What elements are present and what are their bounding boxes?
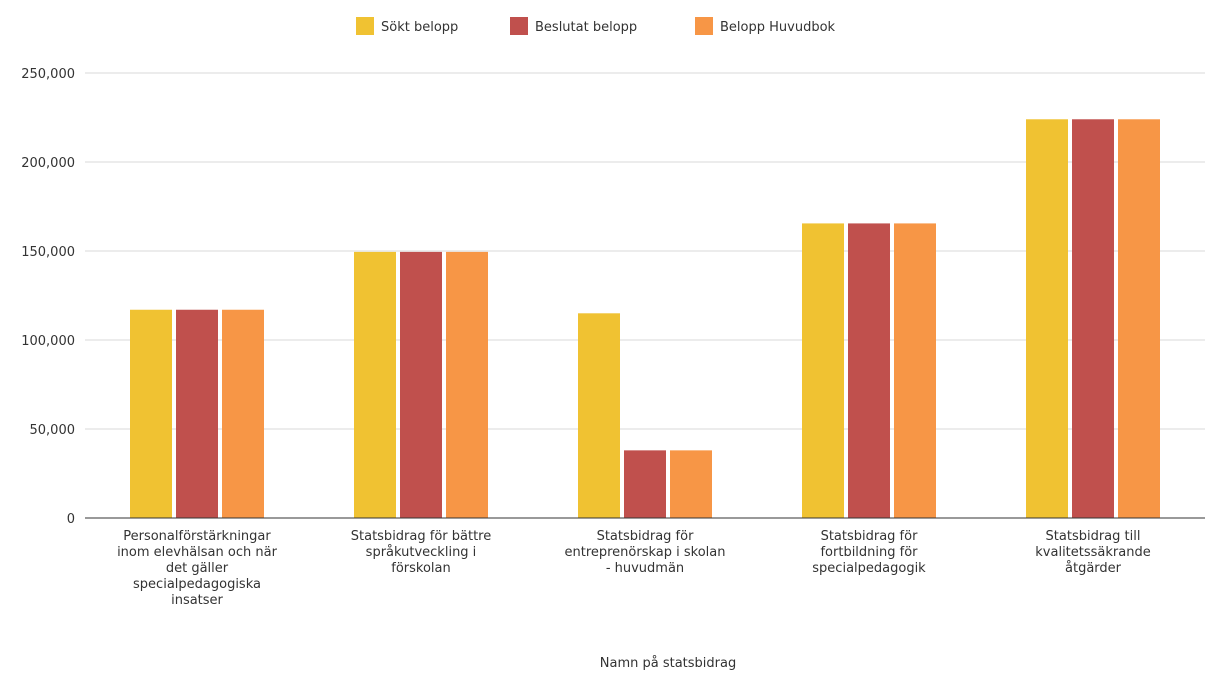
bar-beslutat-belopp-4 — [1072, 119, 1114, 518]
bar-sökt-belopp-3 — [802, 223, 844, 518]
bar-sökt-belopp-2 — [578, 313, 620, 518]
bar-sökt-belopp-4 — [1026, 119, 1068, 518]
legend-label: Belopp Huvudbok — [720, 20, 836, 35]
legend-label: Sökt belopp — [381, 20, 458, 35]
x-category-label-line: Statsbidrag för — [597, 529, 695, 544]
legend-swatch — [356, 17, 374, 35]
x-category-label-line: insatser — [171, 593, 223, 608]
y-tick-label: 0 — [67, 512, 75, 527]
bar-beslutat-belopp-1 — [400, 251, 442, 518]
x-category-label-line: åtgärder — [1065, 561, 1122, 576]
y-tick-label: 250,000 — [21, 67, 75, 82]
x-category-label-line: inom elevhälsan och när — [117, 545, 278, 560]
x-category-label-line: Statsbidrag för bättre — [351, 529, 491, 544]
y-tick-label: 100,000 — [21, 334, 75, 349]
x-category-label: Personalförstärkningar inom elevhälsan oc… — [117, 529, 278, 608]
gridlines — [85, 72, 1205, 430]
legend-swatch — [695, 17, 713, 35]
legend-label: Beslutat belopp — [535, 20, 637, 35]
x-category-label-line: - huvudmän — [606, 561, 684, 576]
bar-belopp-huvudbok-2 — [670, 450, 712, 518]
x-category-label-line: Statsbidrag för — [821, 529, 919, 544]
x-category-label-line: Statsbidrag till — [1046, 529, 1141, 544]
bar-sökt-belopp-1 — [354, 251, 396, 518]
x-category-label-line: kvalitetssäkrande — [1035, 545, 1150, 560]
legend: Sökt belopp Beslutat belopp Belopp Huvudbo… — [356, 17, 836, 35]
x-category-label: Statsbidrag till kvalitetssäkrande åtgärde… — [1035, 529, 1150, 576]
x-category-label: Statsbidrag för fortbildning för specialpe… — [812, 529, 926, 576]
y-tick-label: 200,000 — [21, 156, 75, 171]
x-axis-title: Namn på statsbidrag — [600, 656, 736, 671]
x-category-label-line: entreprenörskap i skolan — [564, 545, 725, 560]
x-category-label-line: fortbildning för — [820, 545, 918, 560]
bar-belopp-huvudbok-4 — [1118, 119, 1160, 518]
bar-sökt-belopp-0 — [130, 309, 172, 518]
axes: 0 50,000 100,000 150,000 200,000 250,000 Perso… — [21, 67, 1205, 608]
x-category-label-line: förskolan — [391, 561, 450, 576]
y-tick-label: 50,000 — [30, 423, 76, 438]
x-category-label-line: specialpedagogik — [812, 561, 926, 576]
x-category-label-line: Personalförstärkningar — [123, 529, 271, 544]
bar-beslutat-belopp-0 — [176, 309, 218, 518]
bar-belopp-huvudbok-0 — [222, 309, 264, 518]
x-category-label-line: specialpedagogiska — [133, 577, 261, 592]
y-tick-label: 150,000 — [21, 245, 75, 260]
x-category-label-line: det gäller — [166, 561, 229, 576]
x-category-label-line: språkutveckling i — [366, 545, 477, 560]
bar-beslutat-belopp-2 — [624, 450, 666, 518]
bar-belopp-huvudbok-3 — [894, 223, 936, 518]
bar-beslutat-belopp-3 — [848, 223, 890, 518]
x-category-label: Statsbidrag för entreprenörskap i skolan -… — [564, 529, 725, 576]
legend-swatch — [510, 17, 528, 35]
bars — [130, 119, 1160, 518]
bar-belopp-huvudbok-1 — [446, 251, 488, 518]
